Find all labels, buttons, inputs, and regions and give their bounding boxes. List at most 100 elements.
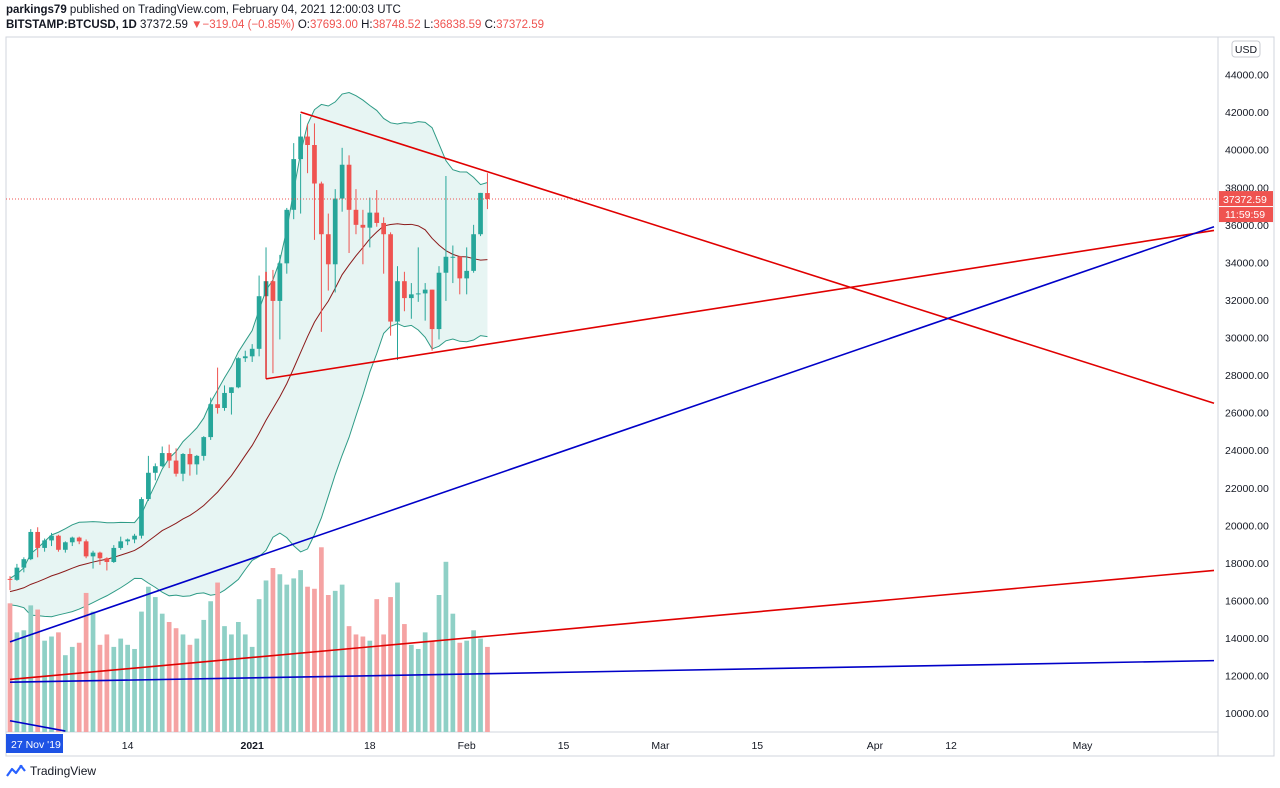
- price-tick-label: 24000.00: [1225, 445, 1269, 457]
- candle-body: [298, 136, 303, 160]
- candle-body: [478, 192, 483, 235]
- candle-body: [69, 537, 75, 543]
- volume-bar: [152, 597, 158, 732]
- time-tick-label: Feb: [458, 740, 476, 752]
- volume-bar: [235, 621, 241, 732]
- candle-body: [305, 136, 310, 146]
- candle-body: [21, 559, 27, 568]
- volume-bar: [166, 621, 172, 732]
- countdown-marker-label: 11:59:59: [1225, 209, 1265, 221]
- candle-body: [63, 542, 68, 550]
- candle-body: [49, 535, 54, 541]
- price-tick-label: 20000.00: [1225, 520, 1269, 532]
- price-tick-label: 18000.00: [1225, 558, 1269, 570]
- volume-bar: [305, 586, 310, 732]
- volume-bar: [208, 601, 214, 732]
- candle-body: [173, 460, 179, 474]
- volume-bar: [429, 640, 435, 732]
- plot-area[interactable]: [5, 36, 1219, 733]
- open-value: 37693.00: [309, 19, 358, 31]
- candle-body: [28, 531, 34, 560]
- tradingview-brand[interactable]: TradingView: [30, 764, 97, 778]
- volume-bar: [277, 574, 283, 732]
- candle-body: [443, 256, 449, 273]
- volume-bar: [367, 640, 373, 732]
- volume-bar: [381, 634, 387, 732]
- volume-bar: [360, 636, 366, 732]
- volume-bar: [464, 640, 470, 732]
- author-name[interactable]: parkings79: [6, 4, 67, 16]
- last-price: 37372.59: [139, 19, 188, 31]
- candle-body: [249, 348, 255, 357]
- candle-body: [408, 294, 414, 299]
- candle-body: [402, 281, 407, 299]
- trend-lines[interactable]: [9, 111, 1215, 732]
- volume-bar: [49, 636, 54, 732]
- crosshair-date-marker: [6, 734, 63, 753]
- price-tick-label: 10000.00: [1225, 708, 1269, 720]
- volume-bar: [146, 586, 151, 732]
- volume-bar: [21, 630, 27, 732]
- volume-bar: [42, 640, 47, 732]
- crosshair-date-label: 27 Nov '19: [11, 739, 61, 751]
- close-label: C:: [484, 19, 497, 31]
- candle-body: [242, 356, 248, 359]
- volume-bar: [471, 630, 476, 732]
- price-tick-label: 36000.00: [1225, 220, 1269, 232]
- currency-badge[interactable]: [1231, 40, 1261, 58]
- volume-bar: [56, 632, 61, 732]
- candle-body: [97, 552, 103, 559]
- tradingview-logo-icon[interactable]: [6, 764, 26, 778]
- time-tick-label: 18: [364, 740, 376, 752]
- volume-bar: [229, 634, 234, 732]
- candle-body: [166, 453, 172, 461]
- candle-body: [56, 535, 61, 550]
- lower-band-line: [9, 323, 488, 618]
- price-tick-label: 44000.00: [1225, 70, 1269, 82]
- candle-body: [42, 540, 47, 548]
- candle-body: [270, 281, 276, 301]
- candle-body: [132, 535, 137, 540]
- volume-bar: [270, 568, 276, 732]
- volume-bar: [69, 646, 75, 732]
- volume-bar: [339, 584, 345, 732]
- candle-body: [90, 552, 96, 557]
- volume-bar: [35, 609, 41, 732]
- volume-bar: [7, 603, 13, 732]
- volume-bar: [415, 648, 421, 732]
- footer: TradingView: [6, 764, 96, 778]
- volume-bar: [298, 570, 303, 732]
- candle-body: [180, 454, 186, 474]
- price-tick-label: 40000.00: [1225, 145, 1269, 157]
- candle-body: [7, 578, 13, 580]
- candle-body: [319, 183, 324, 235]
- volume-bar: [173, 628, 179, 732]
- volume-bar: [478, 638, 483, 732]
- candle-body: [388, 234, 393, 322]
- candle-body: [256, 296, 262, 349]
- candle-body: [118, 541, 124, 548]
- volume-bar: [111, 646, 117, 732]
- time-axis[interactable]: [5, 731, 1219, 757]
- candle-body: [76, 537, 82, 542]
- symbol-line: BITSTAMP:BTCUSD, 1D 37372.59 ▼−319.04 (−…: [6, 18, 1206, 33]
- candle-body: [360, 224, 366, 228]
- candle-body: [471, 234, 476, 271]
- price-axis[interactable]: [1217, 36, 1275, 757]
- candle-body: [125, 539, 130, 542]
- time-tick-label: 12: [945, 740, 957, 752]
- price-tick-label: 14000.00: [1225, 633, 1269, 645]
- candle-body: [222, 392, 227, 408]
- volume-bar: [485, 646, 490, 732]
- volume-bar: [388, 597, 393, 732]
- volume-bar: [139, 611, 144, 732]
- candlesticks[interactable]: [7, 114, 490, 591]
- time-tick-label: 14: [122, 740, 134, 752]
- symbol-title[interactable]: BITSTAMP:BTCUSD, 1D: [6, 19, 137, 31]
- candle-body: [187, 454, 193, 465]
- candle-body: [429, 289, 435, 330]
- candle-body: [201, 437, 207, 456]
- volume-bar: [187, 644, 193, 732]
- volume-bar: [76, 642, 82, 732]
